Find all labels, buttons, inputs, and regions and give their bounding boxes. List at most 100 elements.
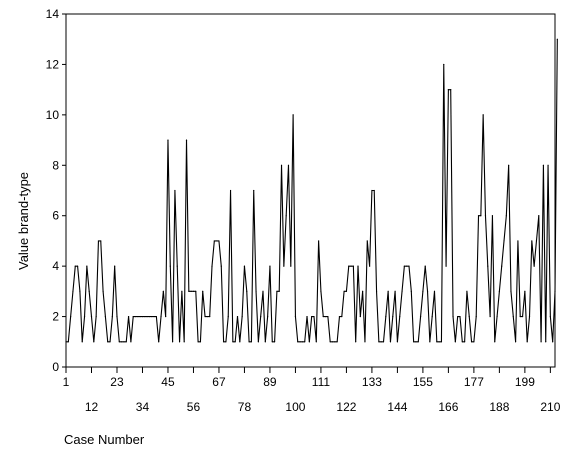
data-point xyxy=(211,265,213,267)
data-point xyxy=(406,265,408,267)
data-point xyxy=(350,265,352,267)
data-point xyxy=(422,290,424,292)
data-point xyxy=(362,290,364,292)
data-point xyxy=(125,341,127,343)
data-point xyxy=(229,189,232,192)
x-tick-label: 67 xyxy=(212,375,226,389)
data-point xyxy=(209,315,211,318)
x-tick-label: 78 xyxy=(238,400,252,414)
data-point xyxy=(549,315,551,318)
data-point xyxy=(181,290,183,292)
data-point xyxy=(306,315,308,318)
data-point xyxy=(269,265,271,267)
data-point xyxy=(408,265,410,267)
x-tick-label: 1 xyxy=(63,375,70,389)
data-point xyxy=(297,341,299,343)
data-point xyxy=(505,215,507,217)
y-tick-label: 12 xyxy=(46,57,60,71)
data-point xyxy=(528,315,531,318)
x-tick-label: 56 xyxy=(187,400,201,414)
data-point xyxy=(220,265,222,267)
data-point xyxy=(392,315,394,318)
data-point xyxy=(359,315,361,318)
data-point xyxy=(264,341,266,343)
data-point xyxy=(556,38,558,40)
data-point xyxy=(232,341,234,343)
x-axis-title: Case Number xyxy=(64,432,145,447)
data-point xyxy=(410,290,412,292)
y-tick-label: 4 xyxy=(52,259,59,273)
y-axis-title-group: Value brand-type xyxy=(16,172,31,270)
data-point xyxy=(79,290,81,292)
data-point xyxy=(195,290,197,292)
data-point xyxy=(461,341,463,343)
data-point xyxy=(225,341,227,343)
data-point xyxy=(475,315,477,318)
data-point xyxy=(280,164,283,166)
y-axis-title: Value brand-type xyxy=(16,172,31,270)
data-point xyxy=(436,341,438,343)
data-point xyxy=(234,341,236,343)
data-point xyxy=(67,341,69,343)
data-point xyxy=(399,315,401,318)
data-point xyxy=(123,341,125,343)
data-point xyxy=(185,139,188,141)
data-point xyxy=(447,89,449,91)
x-tick-label: 177 xyxy=(464,375,484,389)
data-point xyxy=(95,315,97,318)
data-point xyxy=(369,265,371,267)
data-point xyxy=(477,215,480,217)
x-tick-label: 188 xyxy=(489,400,509,414)
data-point xyxy=(378,341,380,343)
data-point xyxy=(192,290,195,292)
data-point xyxy=(385,315,387,318)
data-point xyxy=(130,341,132,343)
x-tick-label: 122 xyxy=(336,400,356,414)
data-point xyxy=(178,341,181,343)
data-point xyxy=(348,265,350,267)
data-point xyxy=(127,315,130,318)
data-point xyxy=(86,265,88,267)
data-point xyxy=(526,341,528,343)
data-point xyxy=(329,341,331,343)
data-point xyxy=(241,315,243,318)
series-points xyxy=(65,38,558,343)
data-point xyxy=(116,315,118,318)
data-point xyxy=(318,240,320,242)
data-point xyxy=(373,189,375,192)
data-point xyxy=(470,341,473,343)
x-tick-label: 133 xyxy=(362,375,382,389)
data-point xyxy=(202,290,204,292)
data-point xyxy=(246,290,248,292)
data-point xyxy=(320,290,322,292)
x-tick-label: 45 xyxy=(161,375,175,389)
data-point xyxy=(426,290,429,292)
data-point xyxy=(494,341,496,343)
data-point xyxy=(491,215,494,217)
data-point xyxy=(334,341,336,343)
data-point xyxy=(431,315,433,318)
data-point xyxy=(292,114,294,116)
data-point xyxy=(183,341,185,343)
data-point xyxy=(524,290,526,292)
data-point xyxy=(457,315,459,318)
data-point xyxy=(352,265,354,267)
data-point xyxy=(174,189,176,192)
data-point xyxy=(283,265,285,267)
data-point xyxy=(452,315,454,318)
x-tick-label: 166 xyxy=(438,400,458,414)
data-point xyxy=(480,215,482,217)
x-axis-ticks: 1 23 45 67 89 111 133 155 177 199 12 34 56 78 100 122 14… xyxy=(63,367,561,414)
data-point xyxy=(146,315,148,318)
data-point xyxy=(262,290,264,292)
data-point xyxy=(239,341,241,343)
data-point xyxy=(169,265,171,267)
data-point xyxy=(213,240,215,242)
data-point xyxy=(380,341,382,343)
x-tick-label: 34 xyxy=(136,400,150,414)
data-point xyxy=(519,315,521,318)
y-tick-label: 8 xyxy=(52,158,59,172)
data-point xyxy=(70,315,72,318)
data-point xyxy=(93,341,95,343)
